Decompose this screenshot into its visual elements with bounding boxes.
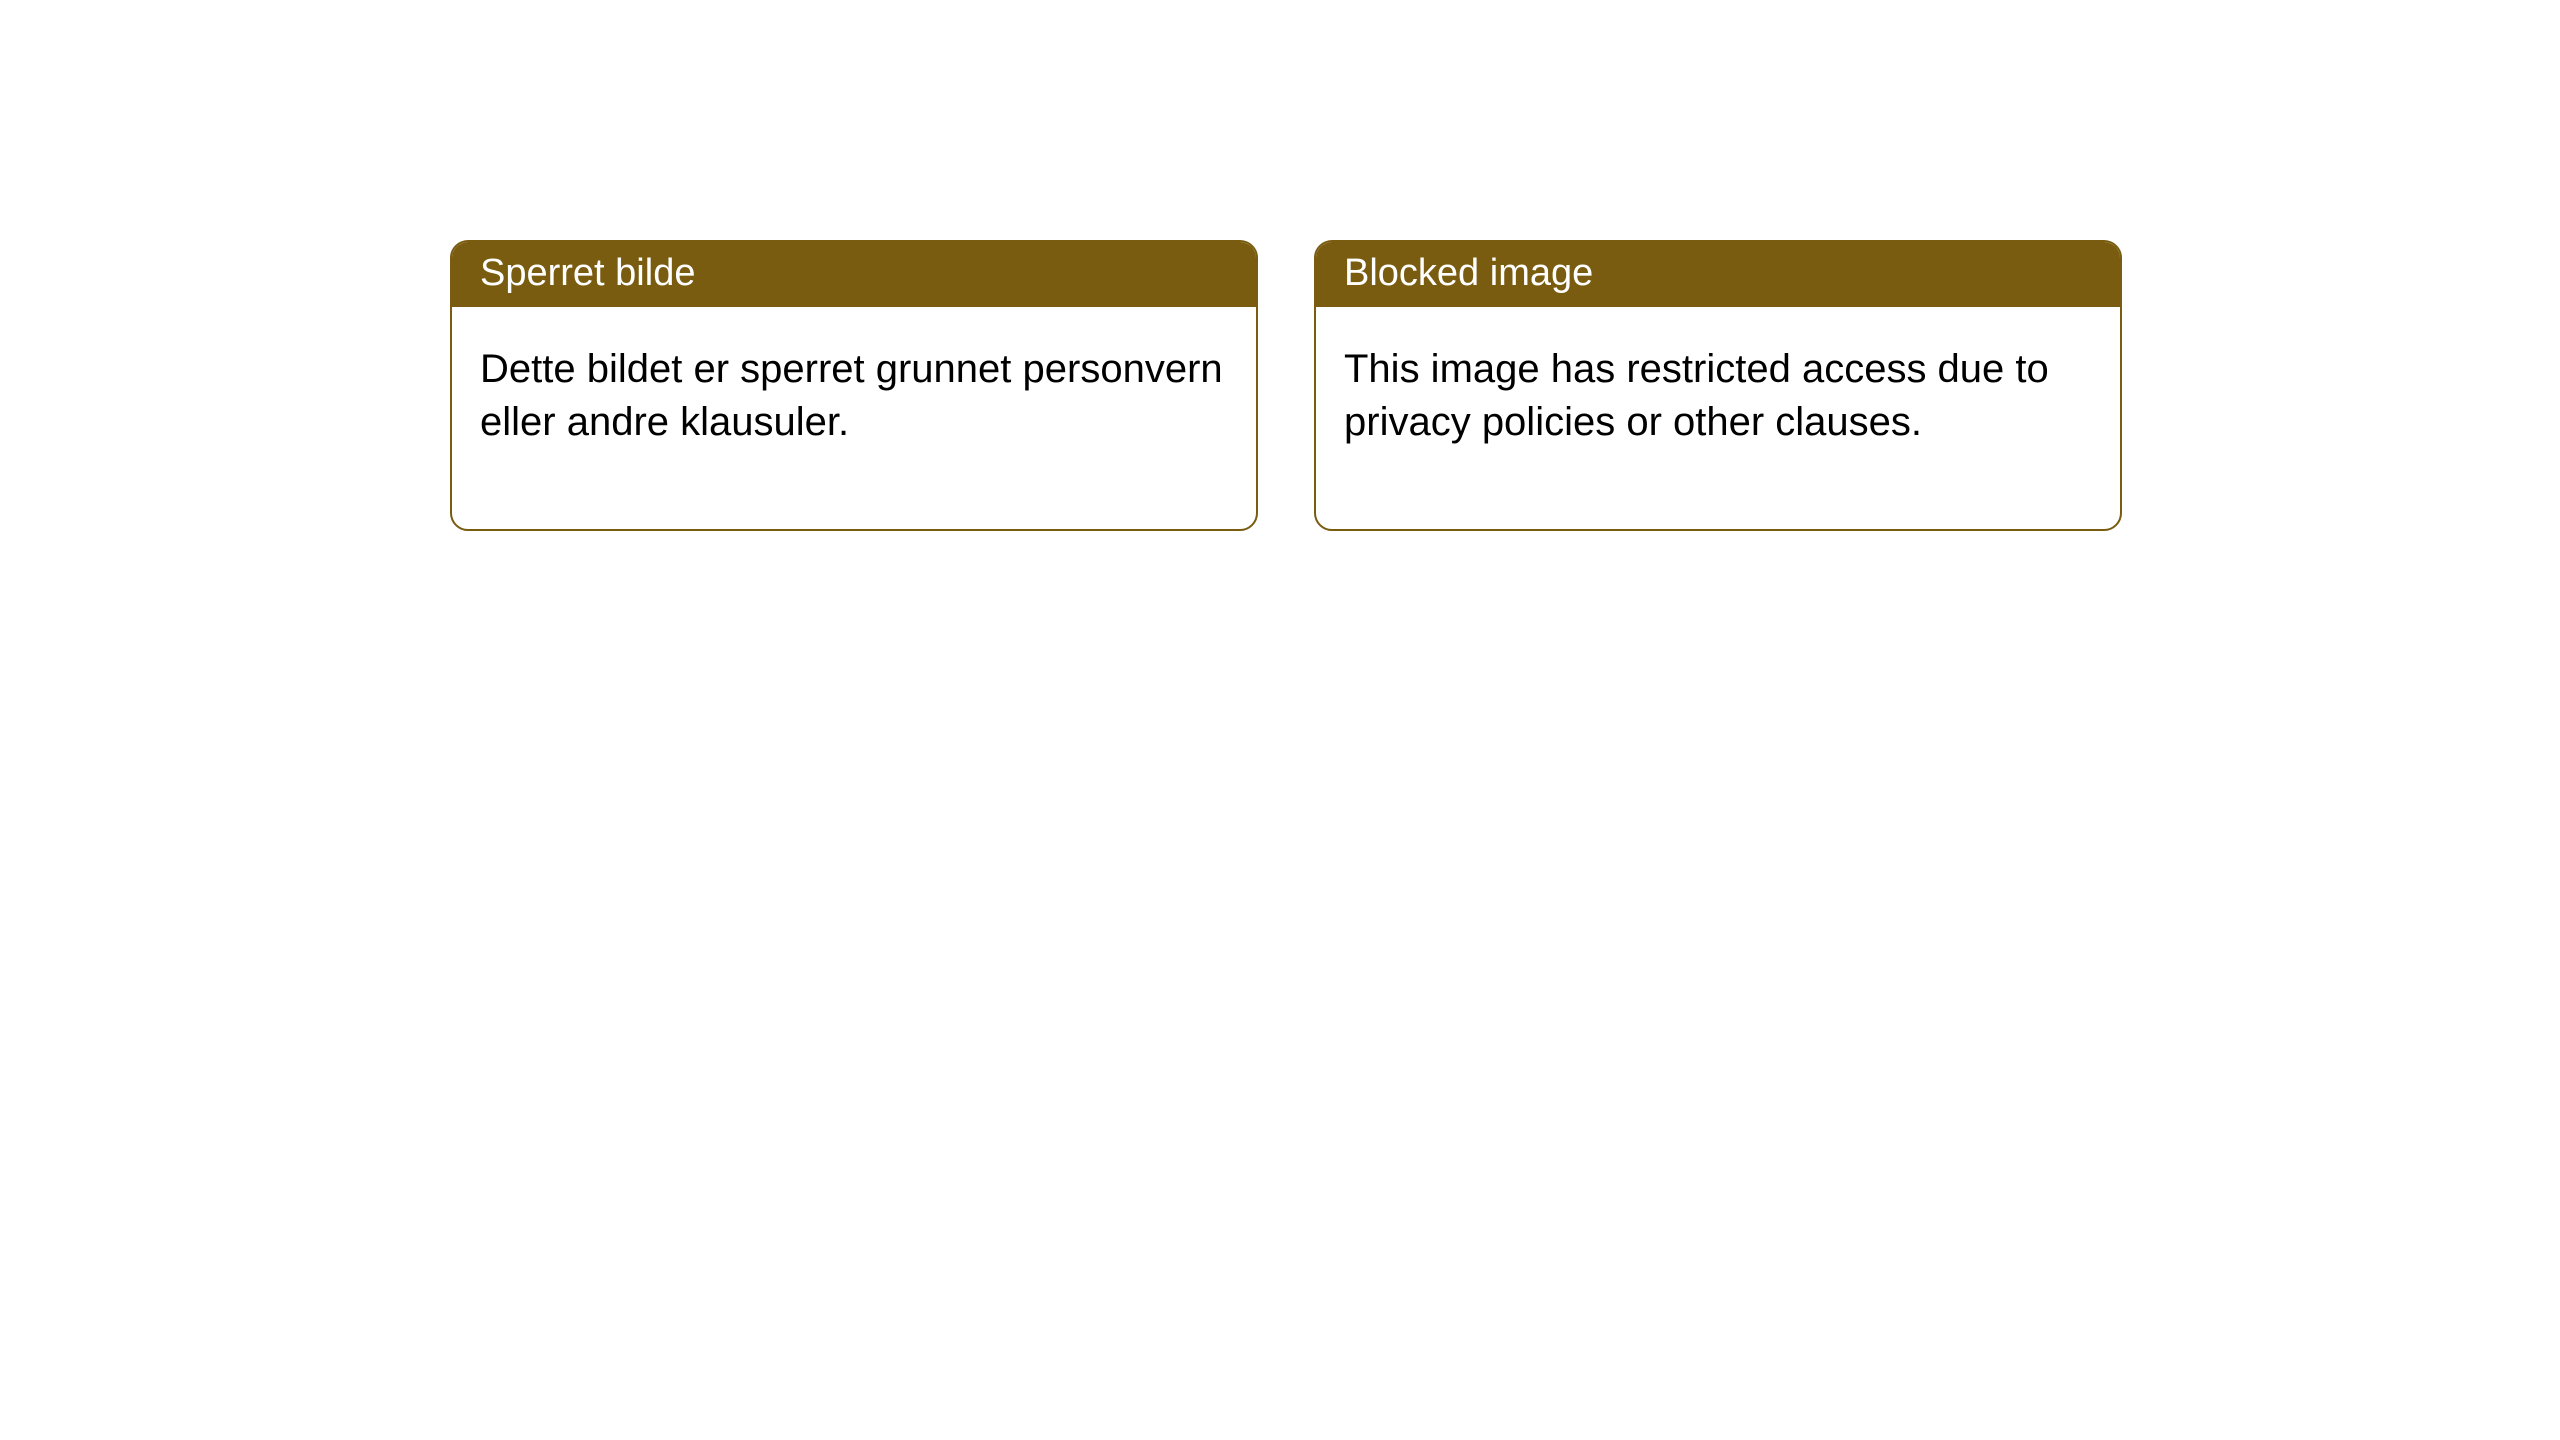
notice-container: Sperret bilde Dette bildet er sperret gr… xyxy=(0,0,2560,531)
notice-title: Blocked image xyxy=(1344,252,1593,294)
notice-header: Sperret bilde xyxy=(452,242,1256,307)
notice-body-text: Dette bildet er sperret grunnet personve… xyxy=(480,347,1223,444)
notice-body: This image has restricted access due to … xyxy=(1316,307,2120,529)
notice-card-norwegian: Sperret bilde Dette bildet er sperret gr… xyxy=(450,240,1258,531)
notice-body: Dette bildet er sperret grunnet personve… xyxy=(452,307,1256,529)
notice-body-text: This image has restricted access due to … xyxy=(1344,347,2049,444)
notice-title: Sperret bilde xyxy=(480,252,695,294)
notice-card-english: Blocked image This image has restricted … xyxy=(1314,240,2122,531)
notice-header: Blocked image xyxy=(1316,242,2120,307)
